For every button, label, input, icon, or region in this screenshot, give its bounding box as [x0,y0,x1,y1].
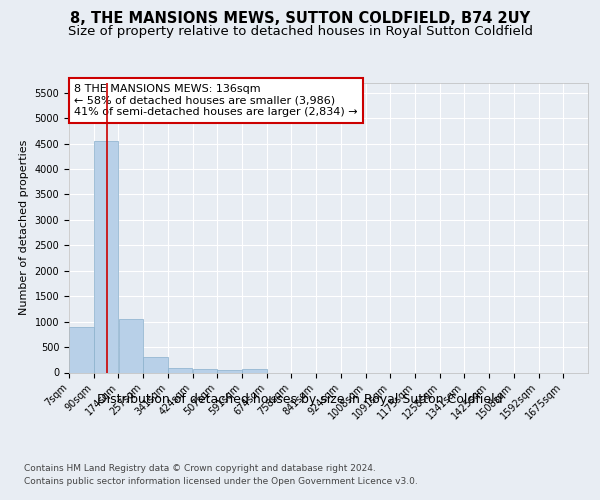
Text: Size of property relative to detached houses in Royal Sutton Coldfield: Size of property relative to detached ho… [67,25,533,38]
Bar [94,140,118,372]
Bar [217,370,242,372]
Bar [193,369,217,372]
Bar [69,326,94,372]
Text: 8 THE MANSIONS MEWS: 136sqm
← 58% of detached houses are smaller (3,986)
41% of : 8 THE MANSIONS MEWS: 136sqm ← 58% of det… [74,84,358,117]
Text: Contains public sector information licensed under the Open Government Licence v3: Contains public sector information licen… [24,478,418,486]
Text: Contains HM Land Registry data © Crown copyright and database right 2024.: Contains HM Land Registry data © Crown c… [24,464,376,473]
Y-axis label: Number of detached properties: Number of detached properties [19,140,29,315]
Bar [168,368,193,372]
Bar [119,318,143,372]
Text: Distribution of detached houses by size in Royal Sutton Coldfield: Distribution of detached houses by size … [97,392,503,406]
Bar [143,357,168,372]
Bar [242,368,266,372]
Text: 8, THE MANSIONS MEWS, SUTTON COLDFIELD, B74 2UY: 8, THE MANSIONS MEWS, SUTTON COLDFIELD, … [70,11,530,26]
